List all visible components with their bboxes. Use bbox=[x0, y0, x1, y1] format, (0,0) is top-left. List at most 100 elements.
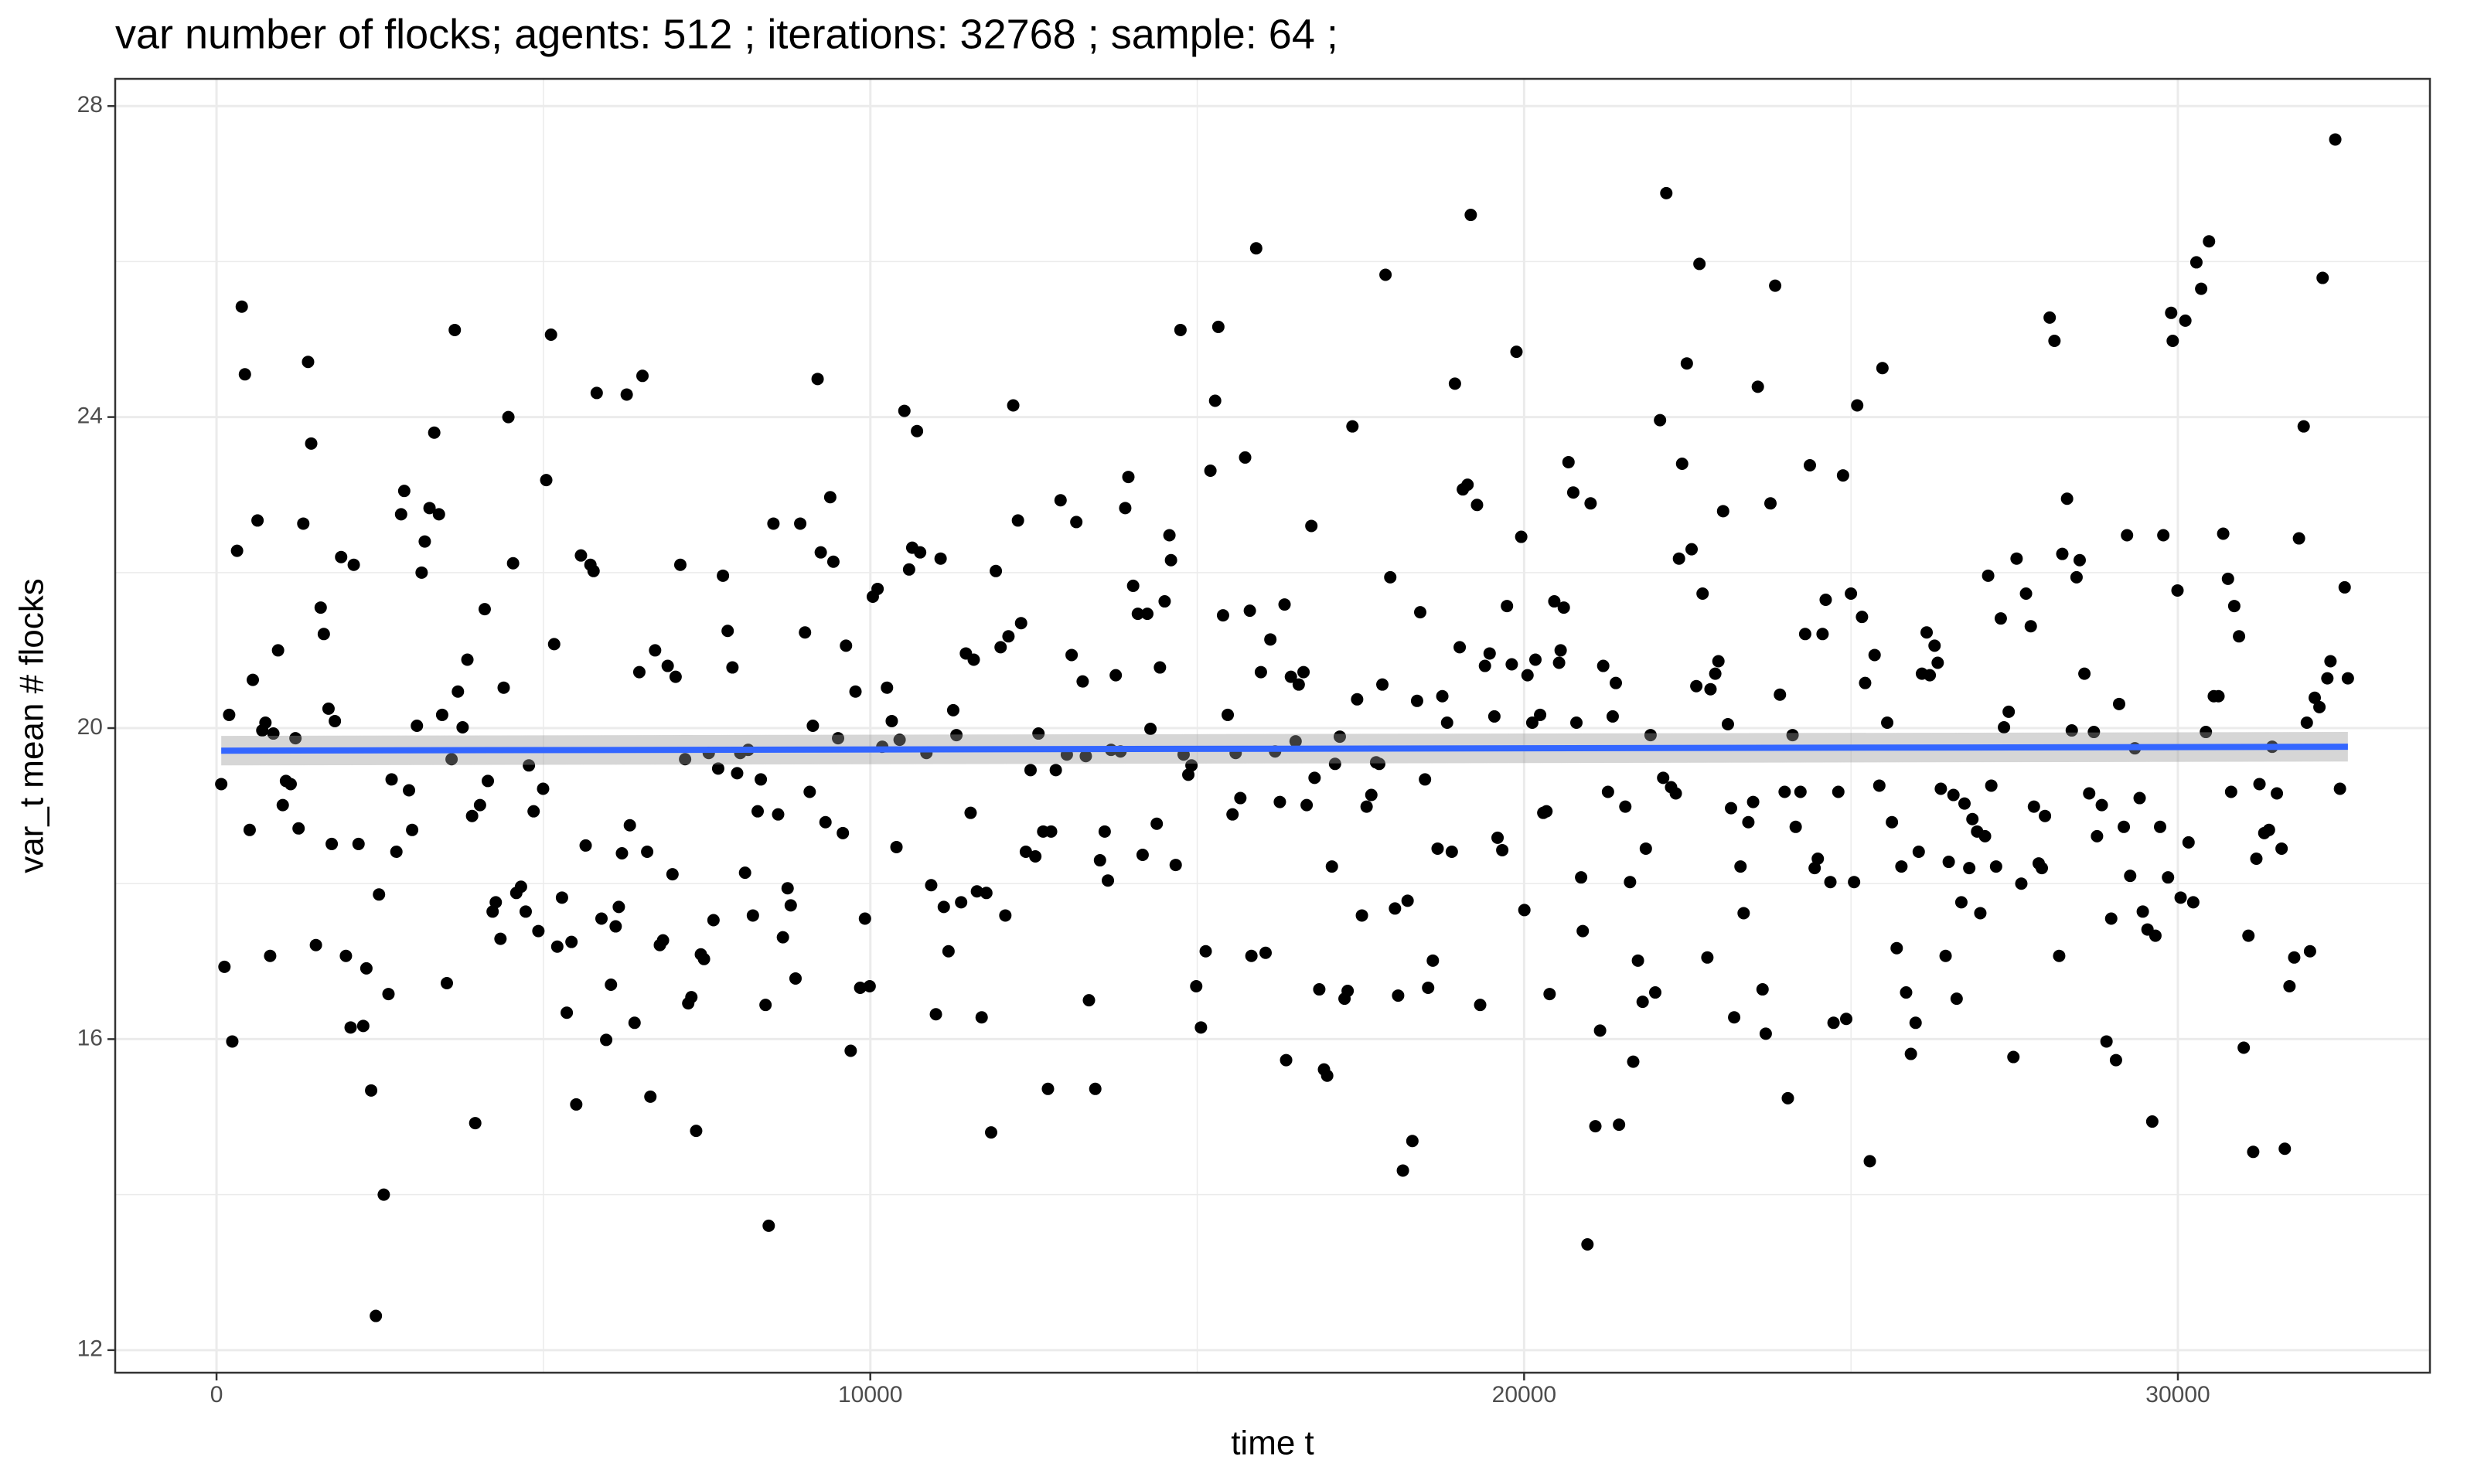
y-tick-label: 12 bbox=[77, 1336, 103, 1362]
point bbox=[2010, 552, 2023, 565]
point bbox=[570, 1098, 583, 1111]
point bbox=[1685, 543, 1699, 556]
point bbox=[1410, 694, 1423, 707]
point bbox=[1289, 735, 1302, 748]
point bbox=[1966, 812, 1979, 825]
point bbox=[1122, 471, 1135, 484]
point bbox=[772, 808, 785, 821]
y-tick-label: 24 bbox=[77, 403, 103, 429]
point bbox=[226, 1035, 239, 1048]
point bbox=[1863, 1155, 1876, 1168]
point bbox=[2321, 672, 2334, 685]
point bbox=[2174, 891, 2187, 904]
point bbox=[276, 798, 289, 812]
point bbox=[2179, 314, 2192, 327]
point bbox=[1958, 797, 1971, 810]
point bbox=[1355, 909, 1368, 922]
point bbox=[218, 960, 231, 973]
point bbox=[612, 900, 625, 914]
point bbox=[1978, 829, 1992, 842]
point bbox=[2087, 726, 2101, 739]
point bbox=[837, 826, 850, 839]
point bbox=[2007, 1050, 2020, 1064]
point bbox=[238, 368, 251, 381]
point bbox=[452, 685, 465, 698]
point bbox=[1280, 1053, 1293, 1067]
point bbox=[1840, 1013, 1853, 1026]
x-tick-label: 10000 bbox=[838, 1382, 902, 1407]
point bbox=[251, 514, 264, 527]
point bbox=[2136, 905, 2149, 918]
point bbox=[423, 502, 436, 515]
point bbox=[1389, 902, 1402, 915]
point bbox=[1461, 478, 1474, 492]
point bbox=[1619, 800, 1632, 813]
point bbox=[1119, 502, 1132, 515]
point bbox=[478, 603, 491, 616]
point bbox=[1041, 1082, 1055, 1095]
point bbox=[707, 914, 720, 927]
point bbox=[1881, 716, 1894, 729]
point bbox=[1636, 996, 1649, 1009]
point bbox=[826, 555, 840, 568]
point bbox=[1624, 876, 1637, 889]
point bbox=[1816, 628, 1829, 641]
point bbox=[1440, 716, 1453, 729]
point bbox=[271, 644, 285, 657]
point bbox=[1963, 862, 1976, 875]
point bbox=[2124, 870, 2137, 883]
point bbox=[1007, 399, 1020, 412]
point bbox=[863, 980, 876, 993]
point bbox=[2109, 1053, 2122, 1067]
point bbox=[1696, 587, 1709, 600]
point bbox=[2324, 655, 2337, 668]
point bbox=[840, 639, 853, 652]
point bbox=[738, 866, 751, 880]
point bbox=[1029, 850, 1042, 863]
point bbox=[781, 882, 794, 895]
point bbox=[527, 805, 540, 818]
point bbox=[1185, 759, 1198, 772]
point bbox=[302, 356, 315, 369]
point bbox=[946, 703, 959, 716]
point bbox=[2154, 820, 2167, 833]
point bbox=[615, 846, 629, 859]
point bbox=[1190, 980, 1203, 993]
point bbox=[1376, 678, 1389, 691]
point bbox=[305, 437, 318, 450]
point bbox=[267, 727, 280, 740]
point bbox=[1789, 820, 1802, 833]
point bbox=[2212, 689, 2225, 703]
point bbox=[871, 582, 884, 595]
point bbox=[317, 628, 330, 641]
point bbox=[1982, 569, 1995, 582]
point bbox=[1610, 676, 1623, 689]
point bbox=[1470, 499, 1484, 512]
point bbox=[2195, 282, 2208, 295]
point bbox=[1392, 989, 1405, 1002]
point bbox=[1333, 730, 1346, 744]
point bbox=[628, 1016, 641, 1030]
point bbox=[717, 569, 730, 582]
point bbox=[1836, 469, 1849, 482]
point bbox=[1384, 570, 1397, 584]
point bbox=[1308, 771, 1321, 785]
x-tick-label: 30000 bbox=[2145, 1382, 2210, 1407]
point bbox=[1044, 825, 1058, 838]
point bbox=[1562, 455, 1575, 468]
point bbox=[1491, 831, 1505, 844]
y-axis-title: var_t mean # flocks bbox=[13, 578, 51, 873]
point bbox=[1794, 785, 1807, 798]
point bbox=[858, 912, 871, 925]
point bbox=[2275, 842, 2288, 855]
point bbox=[690, 1125, 703, 1138]
point bbox=[514, 880, 527, 893]
point bbox=[2338, 580, 2351, 594]
point bbox=[1164, 553, 1177, 567]
point bbox=[721, 625, 734, 638]
point bbox=[2303, 945, 2316, 958]
point bbox=[1234, 791, 1247, 805]
point bbox=[2297, 420, 2310, 433]
point bbox=[1876, 362, 1889, 375]
point bbox=[1245, 949, 1258, 962]
